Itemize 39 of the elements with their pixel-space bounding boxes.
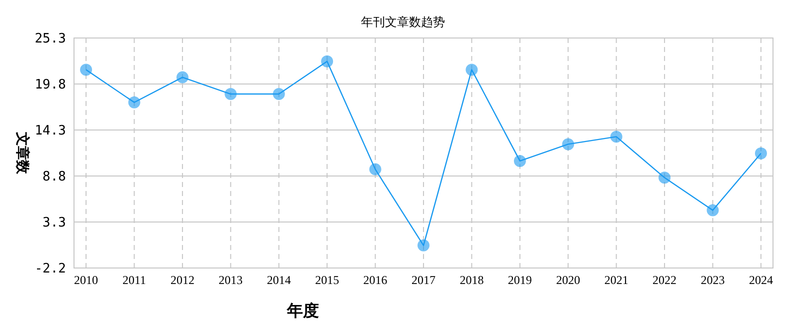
y-tick-label: -2.2	[34, 262, 66, 277]
x-axis-title: 年度	[286, 301, 319, 320]
y-axis-title: 文章数	[14, 131, 31, 175]
x-tick-label: 2010	[74, 273, 98, 287]
point	[369, 163, 382, 176]
point	[466, 64, 478, 76]
y-tick-label: 25.3	[34, 32, 66, 47]
point	[754, 147, 767, 160]
y-tick-label: 8.8	[42, 170, 66, 185]
x-tick-label: 2018	[460, 273, 484, 287]
point	[176, 71, 188, 84]
point	[272, 88, 285, 100]
point	[418, 239, 430, 252]
x-tick-label: 2015	[315, 273, 340, 287]
y-tick-label: 3.3	[42, 216, 66, 231]
point	[224, 88, 237, 100]
chart-title: 年刊文章数趋势	[361, 15, 445, 29]
x-tick-label: 2016	[363, 273, 388, 287]
point	[706, 204, 719, 216]
x-tick-label: 2021	[604, 273, 628, 287]
point	[128, 96, 140, 108]
point	[80, 64, 92, 76]
point	[514, 154, 526, 167]
x-tick-label: 2023	[700, 273, 725, 287]
point	[321, 55, 334, 68]
x-tick-label: 2014	[266, 273, 291, 287]
x-tick-label: 2012	[170, 273, 194, 287]
point	[658, 172, 671, 184]
x-tick-label: 2013	[218, 273, 243, 287]
x-tick-label: 2020	[556, 273, 580, 287]
x-tick-label: 2022	[652, 273, 677, 287]
x-tick-label: 2011	[122, 273, 146, 287]
x-tick-label: 2017	[412, 273, 436, 287]
x-tick-label: 2019	[508, 273, 532, 287]
point	[610, 130, 622, 143]
y-tick-label: 19.8	[34, 78, 66, 93]
point	[562, 138, 574, 150]
x-tick-label: 2024	[748, 273, 773, 287]
y-tick-label: 14.3	[34, 124, 66, 139]
